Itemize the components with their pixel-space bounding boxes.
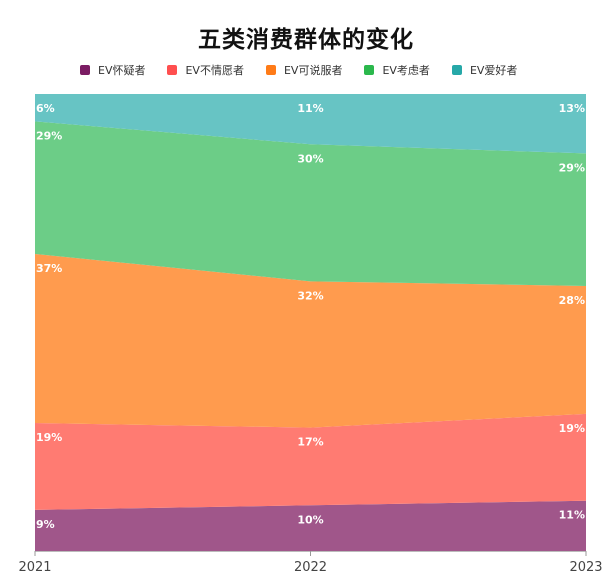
chart-title: 五类消费群体的变化: [198, 27, 414, 53]
legend-item-skeptic[interactable]: EV怀疑者: [80, 62, 145, 78]
data-label: 19%: [36, 431, 62, 444]
legend-swatch-reluctant: [167, 65, 178, 75]
data-label: 17%: [297, 436, 323, 449]
legend-label-enthusiast: EV爱好者: [469, 64, 518, 77]
data-label: 11%: [297, 102, 323, 115]
data-label: 29%: [559, 161, 585, 174]
data-label: 37%: [36, 262, 62, 275]
legend-label-reluctant: EV不情愿者: [185, 64, 244, 77]
legend-swatch-enthusiast: [451, 65, 462, 75]
data-label: 29%: [36, 129, 62, 142]
legend-swatch-considerer: [364, 65, 375, 75]
legend-swatch-persuadable: [265, 65, 276, 75]
legend-item-enthusiast[interactable]: EV爱好者: [451, 62, 518, 78]
x-tick-label: 2022: [294, 560, 327, 575]
area-series-3[interactable]: [35, 121, 586, 286]
x-tick-label: 2021: [18, 560, 51, 575]
legend-item-persuadable[interactable]: EV可说服者: [265, 62, 343, 78]
legend-label-persuadable: EV可说服者: [283, 64, 343, 77]
legend-label-considerer: EV考虑者: [382, 64, 430, 77]
data-label: 10%: [297, 513, 323, 526]
data-label: 13%: [559, 102, 585, 115]
legend-label-skeptic: EV怀疑者: [98, 64, 146, 77]
area-series-1[interactable]: [35, 413, 586, 510]
area-series-4[interactable]: [35, 94, 586, 154]
legend-item-reluctant[interactable]: EV不情愿者: [167, 62, 244, 78]
data-label: 6%: [36, 102, 55, 115]
legend: EV怀疑者 EV不情愿者 EV可说服者 EV考虑者 EV爱好者: [80, 61, 539, 79]
data-label: 11%: [559, 509, 585, 522]
legend-item-considerer[interactable]: EV考虑者: [364, 62, 430, 78]
area-series-0[interactable]: [35, 500, 586, 551]
x-tick-label: 2023: [569, 560, 602, 575]
data-label: 28%: [559, 294, 585, 307]
data-label: 19%: [559, 422, 585, 435]
data-label: 30%: [297, 152, 323, 165]
legend-swatch-skeptic: [80, 65, 90, 75]
area-series-2[interactable]: [35, 253, 586, 428]
data-label: 32%: [297, 289, 323, 302]
data-label: 9%: [36, 518, 55, 531]
